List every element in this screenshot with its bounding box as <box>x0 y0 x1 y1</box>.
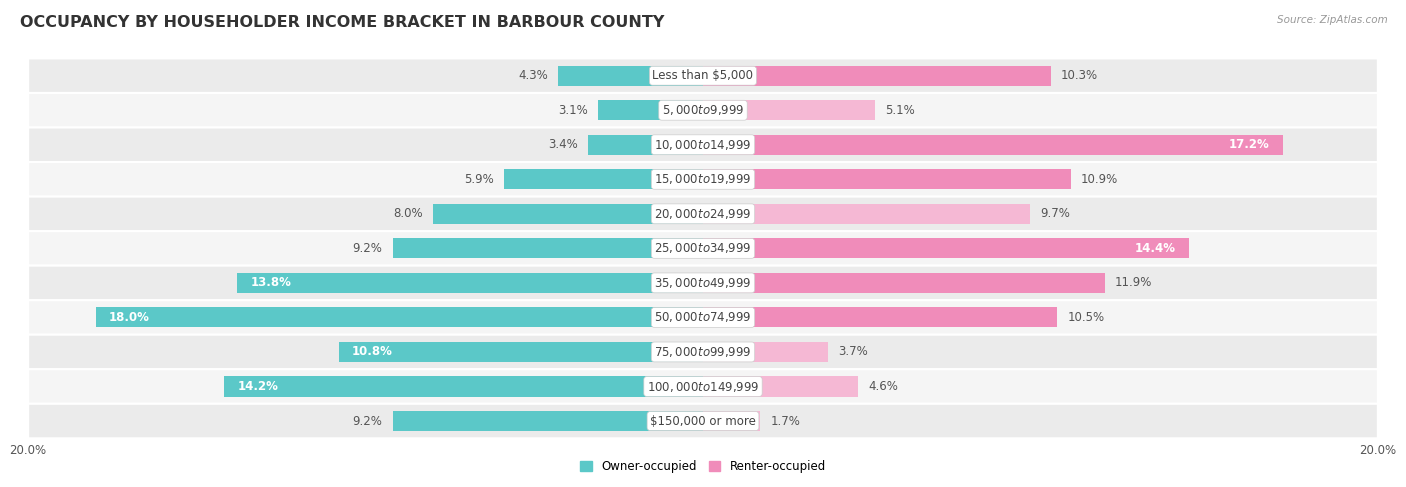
Text: Source: ZipAtlas.com: Source: ZipAtlas.com <box>1277 15 1388 25</box>
FancyBboxPatch shape <box>28 404 1378 438</box>
Bar <box>392 411 703 431</box>
FancyBboxPatch shape <box>28 197 1378 231</box>
Text: $10,000 to $14,999: $10,000 to $14,999 <box>654 138 752 152</box>
Text: $25,000 to $34,999: $25,000 to $34,999 <box>654 242 752 255</box>
Text: $15,000 to $19,999: $15,000 to $19,999 <box>654 172 752 187</box>
Text: 5.1%: 5.1% <box>886 104 915 117</box>
Bar <box>703 135 1284 155</box>
Bar <box>703 169 1071 189</box>
Text: 4.6%: 4.6% <box>869 380 898 393</box>
FancyBboxPatch shape <box>28 265 1378 300</box>
Text: 17.2%: 17.2% <box>1229 138 1270 151</box>
Text: 5.9%: 5.9% <box>464 173 494 186</box>
Bar <box>238 273 703 293</box>
Bar <box>703 273 1105 293</box>
Bar <box>503 169 703 189</box>
Text: 10.8%: 10.8% <box>352 345 392 358</box>
FancyBboxPatch shape <box>28 335 1378 369</box>
Text: $35,000 to $49,999: $35,000 to $49,999 <box>654 276 752 290</box>
FancyBboxPatch shape <box>28 369 1378 404</box>
Bar <box>703 100 875 120</box>
Text: 8.0%: 8.0% <box>394 207 423 220</box>
FancyBboxPatch shape <box>28 300 1378 335</box>
Bar <box>588 135 703 155</box>
Text: Less than $5,000: Less than $5,000 <box>652 69 754 82</box>
Bar <box>339 342 703 362</box>
Bar <box>599 100 703 120</box>
Text: $50,000 to $74,999: $50,000 to $74,999 <box>654 310 752 324</box>
Text: 13.8%: 13.8% <box>250 277 291 289</box>
Text: $100,000 to $149,999: $100,000 to $149,999 <box>647 379 759 393</box>
FancyBboxPatch shape <box>28 93 1378 128</box>
Text: 3.1%: 3.1% <box>558 104 588 117</box>
Text: OCCUPANCY BY HOUSEHOLDER INCOME BRACKET IN BARBOUR COUNTY: OCCUPANCY BY HOUSEHOLDER INCOME BRACKET … <box>20 15 664 30</box>
Legend: Owner-occupied, Renter-occupied: Owner-occupied, Renter-occupied <box>575 455 831 478</box>
Bar <box>703 204 1031 224</box>
Bar <box>433 204 703 224</box>
Text: 3.4%: 3.4% <box>548 138 578 151</box>
FancyBboxPatch shape <box>28 162 1378 197</box>
Bar <box>703 342 828 362</box>
Text: 1.7%: 1.7% <box>770 414 800 428</box>
Text: 14.2%: 14.2% <box>238 380 278 393</box>
Text: 3.7%: 3.7% <box>838 345 868 358</box>
Text: 18.0%: 18.0% <box>110 311 150 324</box>
Text: 10.9%: 10.9% <box>1081 173 1118 186</box>
Text: $150,000 or more: $150,000 or more <box>650 414 756 428</box>
Text: 9.2%: 9.2% <box>353 414 382 428</box>
Text: $5,000 to $9,999: $5,000 to $9,999 <box>662 103 744 117</box>
Bar <box>558 66 703 86</box>
Bar <box>96 307 703 327</box>
Bar <box>703 376 858 396</box>
Bar <box>392 238 703 259</box>
Text: 9.2%: 9.2% <box>353 242 382 255</box>
FancyBboxPatch shape <box>28 58 1378 93</box>
Text: 9.7%: 9.7% <box>1040 207 1070 220</box>
Bar <box>703 238 1189 259</box>
Bar <box>703 411 761 431</box>
Text: 14.4%: 14.4% <box>1135 242 1175 255</box>
Text: 10.3%: 10.3% <box>1060 69 1098 82</box>
Bar <box>703 307 1057 327</box>
Text: $20,000 to $24,999: $20,000 to $24,999 <box>654 207 752 221</box>
Bar <box>703 66 1050 86</box>
Bar <box>224 376 703 396</box>
Text: 10.5%: 10.5% <box>1067 311 1105 324</box>
Text: 4.3%: 4.3% <box>517 69 548 82</box>
Text: 11.9%: 11.9% <box>1115 277 1152 289</box>
Text: $75,000 to $99,999: $75,000 to $99,999 <box>654 345 752 359</box>
FancyBboxPatch shape <box>28 231 1378 265</box>
FancyBboxPatch shape <box>28 128 1378 162</box>
